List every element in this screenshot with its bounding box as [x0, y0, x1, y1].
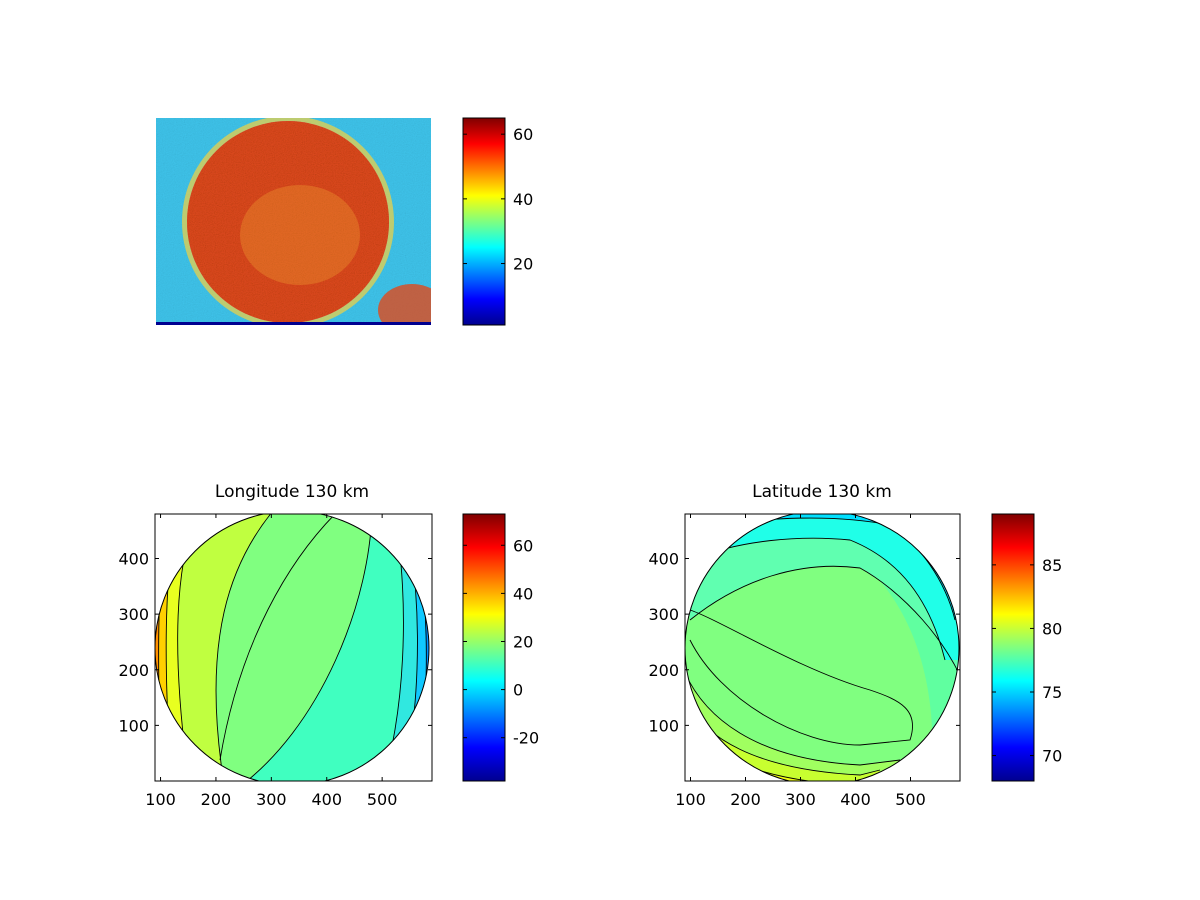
latitude-xtick-label: 300 — [785, 790, 816, 809]
image-colorbar-tick-label: 40 — [513, 190, 533, 209]
latitude-colorbar-tick-label: 85 — [1042, 556, 1062, 575]
latitude-axis-ticks: 100 200 300 400 500 100 200 300 400 — [648, 514, 960, 809]
longitude-colorbar-tick-label: -20 — [513, 729, 539, 748]
longitude-colorbar-ticks: -20 0 20 40 60 — [463, 536, 539, 748]
image-colorbar-tick-label: 60 — [513, 125, 533, 144]
latitude-colorbar — [992, 514, 1034, 781]
latitude-xtick-label: 200 — [730, 790, 761, 809]
longitude-xtick-label: 400 — [311, 790, 342, 809]
longitude-ytick-label: 100 — [118, 716, 149, 735]
longitude-xtick-label: 100 — [145, 790, 176, 809]
latitude-colorbar-tick-label: 80 — [1042, 619, 1062, 638]
longitude-panel: Longitude 130 km — [118, 482, 539, 809]
latitude-colorbar-tick-label: 70 — [1042, 747, 1062, 766]
longitude-map — [155, 514, 430, 781]
longitude-colorbar — [463, 514, 505, 781]
longitude-xtick-label: 300 — [256, 790, 287, 809]
latitude-panel: Latitude 130 km — [648, 482, 1062, 809]
latitude-colorbar-tick-label: 75 — [1042, 683, 1062, 702]
latitude-title: Latitude 130 km — [752, 482, 892, 502]
longitude-ytick-label: 400 — [118, 550, 149, 569]
longitude-ytick-label: 200 — [118, 661, 149, 680]
latitude-ytick-label: 100 — [648, 716, 679, 735]
image-heatmap — [156, 118, 431, 325]
longitude-colorbar-tick-label: 60 — [513, 536, 533, 555]
latitude-ytick-label: 400 — [648, 550, 679, 569]
image-colorbar-tick-label: 20 — [513, 255, 533, 274]
longitude-xtick-label: 200 — [201, 790, 232, 809]
longitude-colorbar-tick-label: 20 — [513, 632, 533, 651]
latitude-xtick-label: 400 — [840, 790, 871, 809]
latitude-colorbar-ticks: 70 75 80 85 — [992, 556, 1062, 766]
longitude-ytick-label: 300 — [118, 605, 149, 624]
latitude-map — [685, 514, 960, 781]
image-panel: 20 40 60 — [156, 117, 533, 326]
latitude-xtick-label: 100 — [675, 790, 706, 809]
longitude-xtick-label: 500 — [367, 790, 398, 809]
latitude-xtick-label: 500 — [895, 790, 926, 809]
image-colorbar — [463, 118, 505, 325]
longitude-colorbar-tick-label: 0 — [513, 681, 523, 700]
latitude-ytick-label: 200 — [648, 661, 679, 680]
longitude-title: Longitude 130 km — [215, 482, 369, 502]
image-colorbar-ticks: 20 40 60 — [463, 125, 533, 274]
latitude-ytick-label: 300 — [648, 605, 679, 624]
longitude-colorbar-tick-label: 40 — [513, 584, 533, 603]
longitude-axis-ticks: 100 200 300 400 500 100 200 300 400 — [118, 514, 432, 809]
